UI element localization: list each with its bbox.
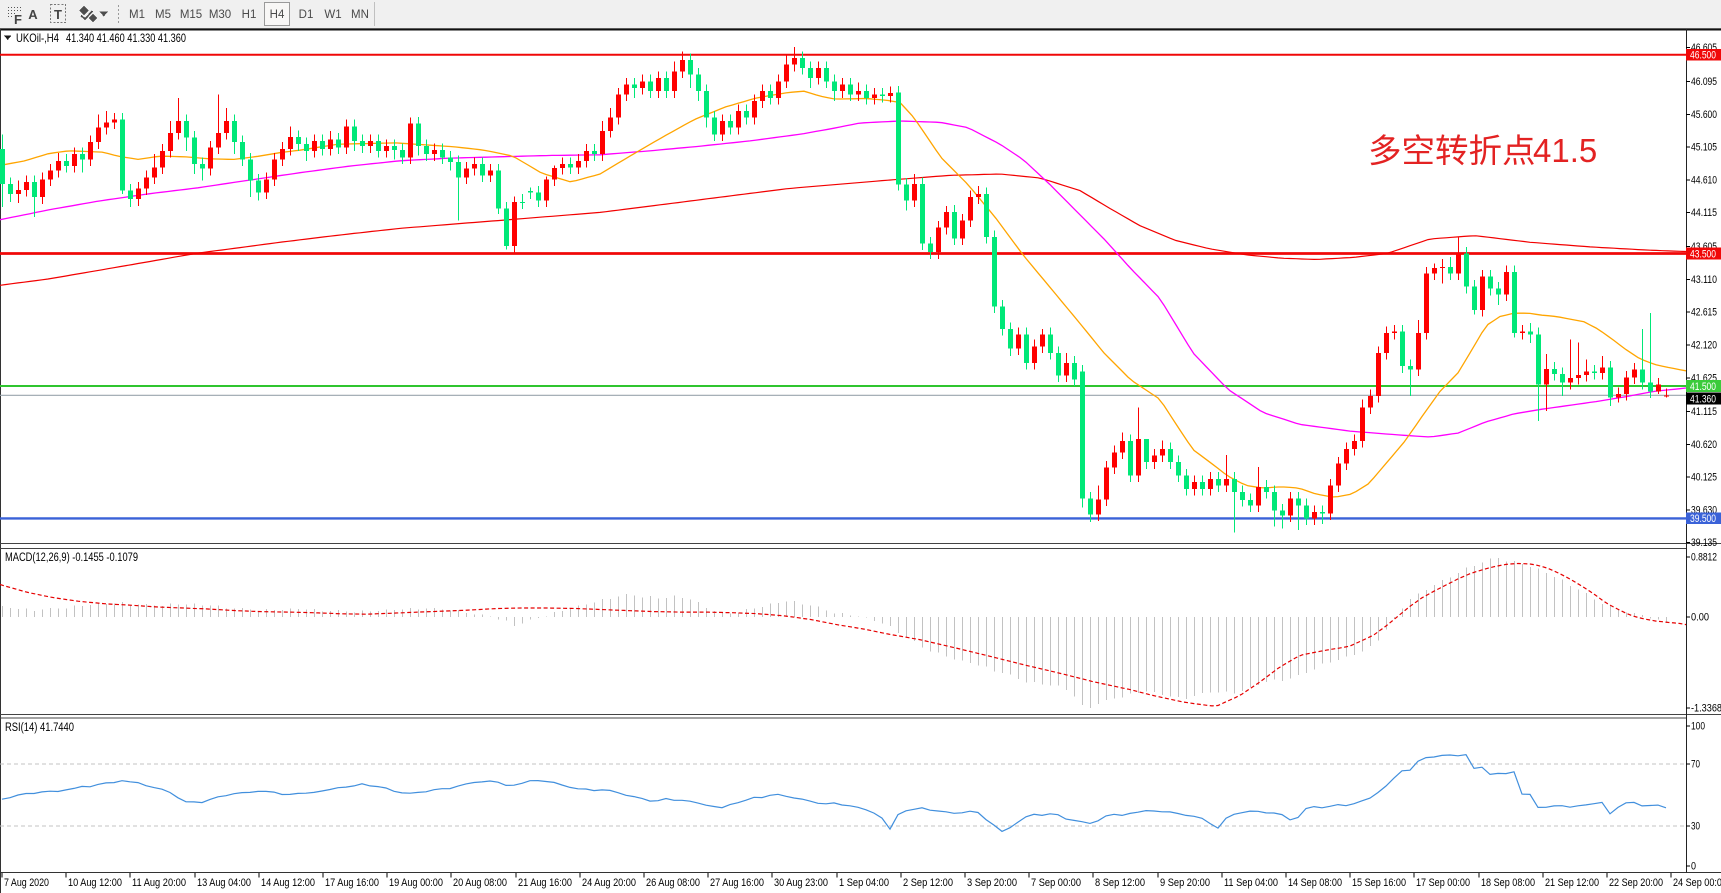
svg-text:A: A [28, 7, 38, 22]
svg-text:19 Aug 00:00: 19 Aug 00:00 [389, 877, 443, 889]
svg-text:F: F [14, 12, 22, 27]
svg-text:21 Sep 12:00: 21 Sep 12:00 [1545, 877, 1599, 889]
svg-text:H1: H1 [242, 9, 257, 21]
svg-text:M30: M30 [209, 9, 231, 21]
svg-text:1 Sep 04:00: 1 Sep 04:00 [839, 877, 889, 889]
svg-text:40.620: 40.620 [1691, 439, 1717, 451]
svg-text:26 Aug 08:00: 26 Aug 08:00 [646, 877, 700, 889]
svg-text:41.5: 41.5 [1533, 132, 1597, 169]
svg-text:9 Sep 20:00: 9 Sep 20:00 [1160, 877, 1210, 889]
svg-text:41.340 41.460 41.330 41.360: 41.340 41.460 41.330 41.360 [66, 31, 186, 45]
svg-text:2 Sep 12:00: 2 Sep 12:00 [903, 877, 953, 889]
svg-text:42.120: 42.120 [1691, 340, 1717, 352]
svg-text:18 Sep 08:00: 18 Sep 08:00 [1481, 877, 1535, 889]
svg-text:41.500: 41.500 [1690, 381, 1716, 393]
svg-text:43.500: 43.500 [1690, 248, 1716, 260]
svg-text:43.110: 43.110 [1691, 274, 1717, 286]
svg-text:T: T [54, 7, 62, 22]
svg-text:M5: M5 [155, 9, 171, 21]
svg-text:14 Sep 08:00: 14 Sep 08:00 [1288, 877, 1342, 889]
svg-text:41.360: 41.360 [1690, 393, 1716, 405]
svg-text:15 Sep 16:00: 15 Sep 16:00 [1352, 877, 1406, 889]
svg-text:46.500: 46.500 [1690, 50, 1716, 62]
svg-text:-1.3368: -1.3368 [1691, 703, 1721, 715]
svg-text:M15: M15 [180, 9, 202, 21]
svg-text:22 Sep 20:00: 22 Sep 20:00 [1609, 877, 1663, 889]
svg-text:39.500: 39.500 [1690, 513, 1716, 525]
svg-text:MN: MN [351, 9, 369, 21]
svg-text:45.105: 45.105 [1691, 142, 1717, 154]
svg-text:0.00: 0.00 [1691, 612, 1709, 624]
svg-text:3 Sep 20:00: 3 Sep 20:00 [967, 877, 1017, 889]
svg-text:45.600: 45.600 [1691, 109, 1717, 121]
svg-text:D1: D1 [299, 9, 314, 21]
svg-text:21 Aug 16:00: 21 Aug 16:00 [518, 877, 572, 889]
svg-text:44.610: 44.610 [1691, 174, 1717, 186]
svg-text:7 Sep 00:00: 7 Sep 00:00 [1031, 877, 1081, 889]
svg-text:24 Sep 00:00: 24 Sep 00:00 [1673, 877, 1721, 889]
svg-text:17 Aug 16:00: 17 Aug 16:00 [325, 877, 379, 889]
svg-text:8 Sep 12:00: 8 Sep 12:00 [1095, 877, 1145, 889]
svg-text:100: 100 [1691, 721, 1705, 733]
svg-text:0: 0 [1691, 861, 1696, 873]
svg-text:20 Aug 08:00: 20 Aug 08:00 [453, 877, 507, 889]
svg-text:H4: H4 [270, 9, 285, 21]
svg-text:10 Aug 12:00: 10 Aug 12:00 [68, 877, 122, 889]
svg-text:46.095: 46.095 [1691, 76, 1717, 88]
svg-text:27 Aug 16:00: 27 Aug 16:00 [710, 877, 764, 889]
svg-text:70: 70 [1691, 759, 1700, 771]
svg-text:30 Aug 23:00: 30 Aug 23:00 [774, 877, 828, 889]
svg-text:24 Aug 20:00: 24 Aug 20:00 [582, 877, 636, 889]
svg-text:11 Sep 04:00: 11 Sep 04:00 [1224, 877, 1278, 889]
svg-text:41.115: 41.115 [1691, 406, 1717, 418]
svg-text:13 Aug 04:00: 13 Aug 04:00 [197, 877, 251, 889]
svg-text:MACD(12,26,9) -0.1455 -0.1079: MACD(12,26,9) -0.1455 -0.1079 [5, 552, 138, 564]
svg-text:14 Aug 12:00: 14 Aug 12:00 [261, 877, 315, 889]
svg-text:39.135: 39.135 [1691, 537, 1717, 549]
svg-text:UKOil-,H4: UKOil-,H4 [16, 31, 59, 45]
svg-text:42.615: 42.615 [1691, 307, 1717, 319]
svg-text:0.8812: 0.8812 [1691, 552, 1717, 564]
svg-text:M1: M1 [129, 9, 145, 21]
svg-text:W1: W1 [324, 9, 341, 21]
svg-text:11 Aug 20:00: 11 Aug 20:00 [132, 877, 186, 889]
svg-text:40.125: 40.125 [1691, 472, 1717, 484]
svg-text:17 Sep 00:00: 17 Sep 00:00 [1416, 877, 1470, 889]
svg-text:30: 30 [1691, 821, 1700, 833]
svg-text:44.115: 44.115 [1691, 207, 1717, 219]
svg-text:RSI(14) 41.7440: RSI(14) 41.7440 [5, 722, 74, 734]
svg-text:7 Aug 2020: 7 Aug 2020 [4, 877, 49, 889]
